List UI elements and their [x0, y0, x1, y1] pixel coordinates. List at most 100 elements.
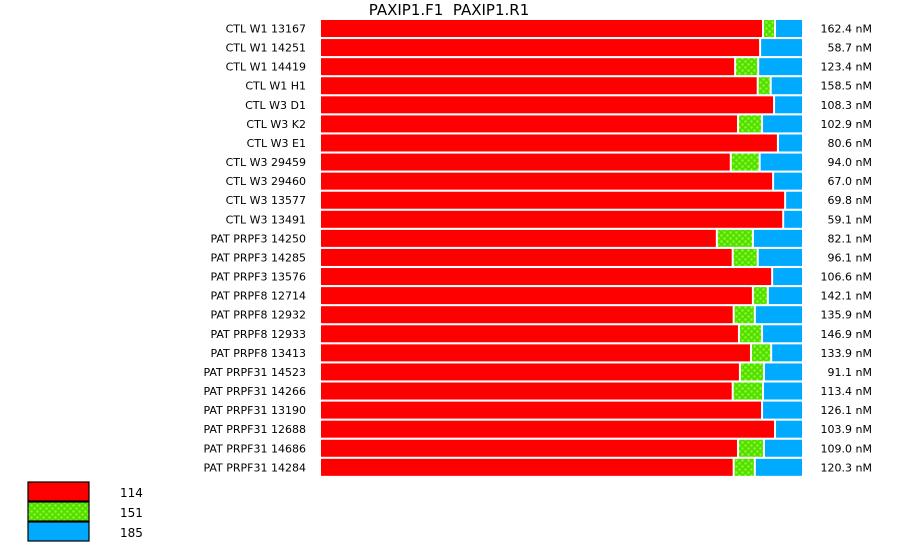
bar-segment-114	[321, 77, 757, 95]
value-label: 102.9 nM	[821, 118, 872, 131]
bar-segment-151	[717, 229, 752, 247]
value-label: 91.1 nM	[828, 366, 872, 379]
bar-segment-114	[321, 39, 760, 57]
category-label: PAT PRPF3 13576	[210, 271, 306, 284]
bar-segment-151	[740, 363, 763, 381]
category-label: PAT PRPF3 14285	[210, 251, 306, 264]
category-label: PAT PRPF31 12688	[203, 423, 306, 436]
bar-segment-114	[321, 325, 738, 343]
value-label: 109.0 nM	[821, 442, 872, 455]
value-label: 158.5 nM	[821, 80, 872, 93]
bar-segment-114	[321, 153, 730, 171]
bar-segment-114	[321, 248, 732, 266]
bar-segment-114	[321, 96, 774, 114]
category-label: PAT PRPF8 12714	[210, 290, 306, 303]
legend-swatch-185	[27, 521, 90, 542]
bar-segment-151	[736, 58, 758, 76]
bar-segment-185	[759, 58, 802, 76]
category-label: CTL W1 14251	[226, 42, 306, 55]
bar-segment-114	[321, 439, 737, 457]
value-label: 69.8 nM	[828, 194, 872, 207]
bar-segment-114	[321, 268, 772, 286]
bar-segment-185	[772, 344, 802, 362]
bar-segment-185	[755, 306, 802, 324]
value-label: 142.1 nM	[821, 290, 872, 303]
category-label: PAT PRPF31 14284	[203, 461, 306, 474]
value-label: 135.9 nM	[821, 309, 872, 322]
category-label: CTL W3 K2	[246, 118, 306, 131]
bar-segment-185	[786, 191, 802, 209]
bar-segment-185	[755, 458, 802, 476]
value-label: 96.1 nM	[828, 251, 872, 264]
bar-segment-114	[321, 20, 763, 37]
bar-segment-151	[739, 325, 762, 343]
bar-segment-185	[768, 287, 802, 305]
bar-segment-114	[321, 458, 733, 476]
bar-segment-185	[763, 115, 802, 133]
value-label: 113.4 nM	[821, 385, 872, 398]
bar-segment-151	[733, 248, 757, 266]
bar-segment-151	[764, 20, 775, 37]
value-label: 103.9 nM	[821, 423, 872, 436]
bar-segment-114	[321, 382, 732, 400]
bar-segment-185	[763, 325, 802, 343]
category-label: CTL W1 13167	[226, 23, 306, 36]
bar-segment-151	[733, 382, 763, 400]
bar-segment-185	[753, 229, 802, 247]
bar-segment-114	[321, 344, 750, 362]
value-label: 146.9 nM	[821, 328, 872, 341]
bar-segment-151	[751, 344, 771, 362]
category-label: PAT PRPF31 14523	[203, 366, 306, 379]
value-label: 80.6 nM	[828, 137, 872, 150]
category-label: CTL W1 14419	[226, 61, 306, 74]
category-label: PAT PRPF31 14266	[203, 385, 306, 398]
value-label: 94.0 nM	[828, 156, 872, 169]
bar-segment-185	[774, 172, 802, 190]
bar-segment-151	[738, 439, 763, 457]
bar-segment-114	[321, 420, 775, 438]
legend-label: 185	[120, 526, 143, 540]
bar-segment-151	[758, 77, 770, 95]
bar-segment-151	[731, 153, 759, 171]
category-label: PAT PRPF8 12933	[210, 328, 306, 341]
value-label: 108.3 nM	[821, 99, 872, 112]
legend-swatch-151	[27, 501, 90, 522]
bar-segment-151	[738, 115, 762, 133]
category-label: CTL W3 D1	[245, 99, 306, 112]
legend-label: 114	[120, 486, 143, 500]
bar-segment-185	[776, 420, 802, 438]
bar-segment-151	[753, 287, 767, 305]
bar-segment-185	[764, 439, 802, 457]
bar-segment-114	[321, 191, 785, 209]
bar-segment-151	[734, 458, 754, 476]
bar-segment-185	[776, 20, 802, 37]
value-label: 162.4 nM	[821, 23, 872, 36]
category-label: PAT PRPF3 14250	[210, 232, 306, 245]
bar-segment-185	[761, 39, 802, 57]
value-label: 126.1 nM	[821, 404, 872, 417]
bar-segment-185	[773, 268, 802, 286]
bar-segment-185	[758, 248, 802, 266]
value-label: 67.0 nM	[828, 175, 872, 188]
category-label: CTL W3 13577	[226, 194, 306, 207]
bar-segment-114	[321, 58, 735, 76]
category-label: CTL W3 E1	[247, 137, 306, 150]
legend-swatch-114	[27, 481, 90, 502]
chart-title: PAXIP1.F1 PAXIP1.R1	[369, 1, 529, 19]
category-label: PAT PRPF31 13190	[203, 404, 306, 417]
category-label: PAT PRPF8 12932	[210, 309, 306, 322]
value-label: 82.1 nM	[828, 232, 872, 245]
value-label: 120.3 nM	[821, 461, 872, 474]
bar-segment-114	[321, 363, 739, 381]
value-label: 123.4 nM	[821, 61, 872, 74]
bar-segment-114	[321, 115, 737, 133]
value-label: 59.1 nM	[828, 213, 872, 226]
bar-segment-114	[321, 210, 783, 228]
bar-segment-114	[321, 287, 752, 305]
bar-segment-151	[734, 306, 754, 324]
category-label: PAT PRPF8 13413	[210, 347, 306, 360]
bar-segment-185	[764, 382, 802, 400]
bar-segment-114	[321, 134, 777, 152]
bar-segment-114	[321, 401, 762, 419]
